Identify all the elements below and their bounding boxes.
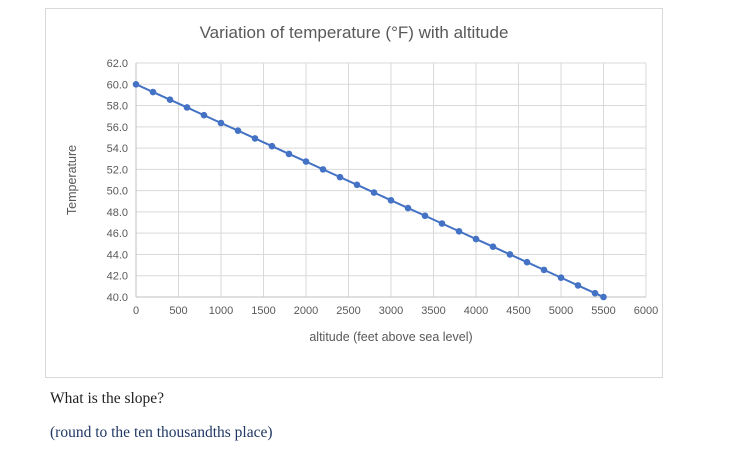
- y-tick-label: 40.0: [107, 292, 128, 304]
- series-marker: [540, 266, 548, 274]
- question-prompt: What is the slope?: [50, 390, 165, 407]
- y-tick-label: 42.0: [107, 271, 128, 283]
- x-tick-label: 3500: [421, 305, 445, 317]
- series-marker: [132, 80, 140, 88]
- x-tick-label: 6000: [634, 305, 658, 317]
- series-marker: [506, 251, 514, 258]
- series-marker: [523, 258, 531, 266]
- series-marker: [557, 274, 565, 281]
- y-tick-label: 50.0: [107, 186, 128, 198]
- y-tick-label: 60.0: [107, 79, 128, 91]
- chart-title: Variation of temperature (°F) with altit…: [199, 23, 509, 42]
- series-marker: [387, 197, 395, 204]
- series-marker: [268, 142, 276, 150]
- y-tick-label: 48.0: [107, 207, 128, 219]
- x-tick-label: 0: [133, 305, 139, 317]
- series-marker: [285, 150, 293, 158]
- y-tick-label: 46.0: [107, 228, 128, 240]
- x-tick-label: 500: [169, 305, 187, 317]
- series-marker: [319, 166, 327, 173]
- series-marker: [455, 227, 463, 235]
- series-marker: [166, 96, 174, 103]
- series-marker: [600, 293, 607, 301]
- y-tick-label: 62.0: [107, 58, 128, 70]
- question-hint: (round to the ten thousandths place): [50, 424, 273, 441]
- y-axis-title: Temperature: [65, 145, 79, 215]
- y-tick-label: 58.0: [107, 101, 128, 113]
- series-marker: [336, 173, 344, 181]
- series-marker: [489, 243, 497, 250]
- series-marker: [438, 220, 446, 227]
- series-marker: [302, 158, 310, 165]
- y-tick-label: 44.0: [107, 249, 128, 261]
- series-marker: [251, 135, 259, 142]
- y-tick-label: 52.0: [107, 164, 128, 176]
- series-marker: [217, 119, 225, 127]
- y-tick-label: 54.0: [107, 143, 128, 155]
- x-tick-label: 3000: [379, 305, 403, 317]
- x-tick-label: 1000: [209, 305, 233, 317]
- x-tick-label: 1500: [251, 305, 275, 317]
- x-axis-title: altitude (feet above sea level): [309, 330, 472, 344]
- series-marker: [370, 189, 378, 196]
- x-tick-label: 5500: [591, 305, 615, 317]
- series-marker: [574, 282, 582, 289]
- series-marker: [472, 235, 480, 243]
- x-tick-label: 5000: [549, 305, 573, 317]
- chart-card: Variation of temperature (°F) with altit…: [45, 8, 663, 378]
- series-marker: [353, 181, 361, 189]
- series-marker: [591, 289, 599, 297]
- series-marker: [404, 204, 412, 212]
- chart-svg: 40.0 42.0 44.0 46.0 48.0 50.0 52.0 54.0 56.0 58.0…: [65, 58, 658, 344]
- x-tick-label: 2000: [294, 305, 318, 317]
- series-marker: [421, 212, 429, 220]
- y-tick-label: 56.0: [107, 122, 128, 134]
- series-marker: [183, 104, 191, 111]
- x-tick-label: 4000: [464, 305, 488, 317]
- x-tick-label: 2500: [336, 305, 360, 317]
- series-marker: [200, 111, 208, 119]
- x-tick-label: 4500: [506, 305, 530, 317]
- series-marker: [149, 88, 157, 96]
- series-marker: [234, 127, 242, 134]
